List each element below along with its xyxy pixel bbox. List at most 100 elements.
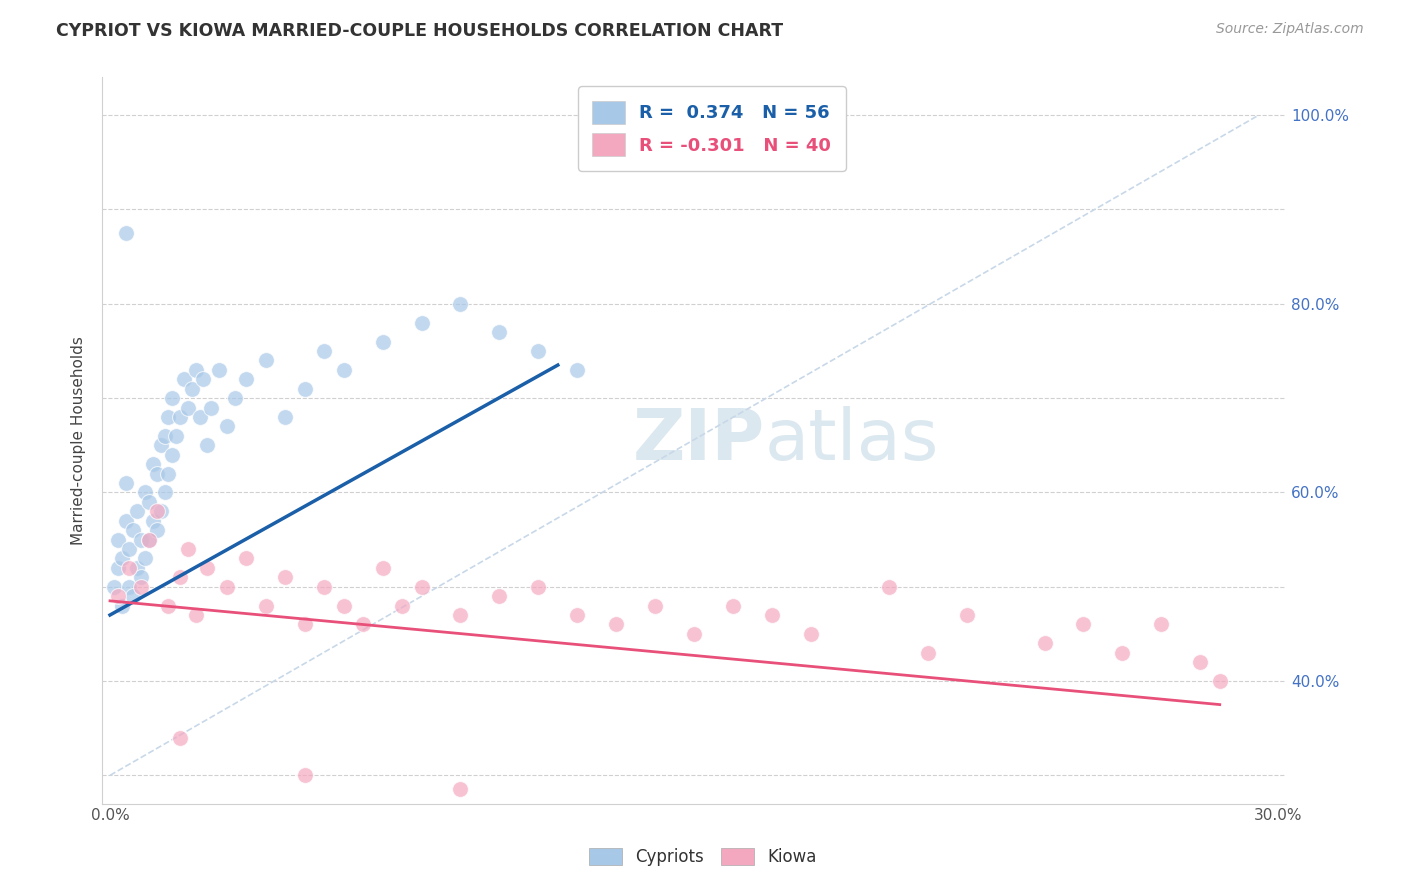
Point: [332, 599, 354, 613]
Point: [145, 467, 167, 481]
Point: [165, 429, 187, 443]
Point: [208, 363, 231, 377]
Point: [180, 382, 202, 396]
Point: [134, 485, 156, 500]
Point: [449, 782, 471, 797]
Point: [114, 475, 136, 490]
Point: [683, 627, 706, 641]
Point: [1189, 655, 1212, 669]
Point: [332, 363, 354, 377]
Point: [235, 372, 257, 386]
Point: [153, 485, 176, 500]
Point: [567, 363, 589, 377]
Point: [157, 409, 180, 424]
Point: [193, 372, 215, 386]
Point: [177, 401, 200, 415]
Point: [118, 580, 141, 594]
Point: [118, 561, 141, 575]
Point: [877, 580, 900, 594]
Point: [122, 589, 145, 603]
Point: [254, 353, 277, 368]
Point: [644, 599, 666, 613]
Text: Source: ZipAtlas.com: Source: ZipAtlas.com: [1216, 22, 1364, 37]
Point: [145, 523, 167, 537]
Point: [111, 551, 134, 566]
Point: [195, 561, 218, 575]
Point: [352, 617, 374, 632]
Point: [800, 627, 823, 641]
Point: [449, 297, 471, 311]
Point: [111, 599, 134, 613]
Point: [1111, 646, 1133, 660]
Point: [114, 514, 136, 528]
Point: [488, 325, 510, 339]
Point: [224, 391, 246, 405]
Point: [294, 382, 316, 396]
Point: [157, 467, 180, 481]
Point: [215, 580, 238, 594]
Point: [149, 504, 172, 518]
Point: [254, 599, 277, 613]
Point: [235, 551, 257, 566]
Point: [142, 514, 165, 528]
Point: [215, 419, 238, 434]
Point: [274, 409, 297, 424]
Point: [114, 226, 136, 240]
Point: [761, 607, 783, 622]
Point: [138, 533, 160, 547]
Point: [371, 334, 394, 349]
Point: [142, 457, 165, 471]
Point: [449, 607, 471, 622]
Point: [200, 401, 222, 415]
Point: [145, 504, 167, 518]
Point: [129, 570, 152, 584]
Point: [169, 570, 191, 584]
Point: [138, 533, 160, 547]
Point: [294, 617, 316, 632]
Point: [391, 599, 413, 613]
Point: [1033, 636, 1056, 650]
Point: [173, 372, 195, 386]
Point: [127, 504, 149, 518]
Point: [294, 768, 316, 782]
Text: atlas: atlas: [765, 406, 939, 475]
Point: [107, 561, 129, 575]
Point: [605, 617, 627, 632]
Point: [721, 599, 744, 613]
Point: [162, 448, 184, 462]
Text: ZIP: ZIP: [633, 406, 765, 475]
Point: [184, 607, 207, 622]
Point: [169, 731, 191, 745]
Point: [103, 580, 125, 594]
Point: [411, 316, 433, 330]
Point: [567, 607, 589, 622]
Point: [118, 541, 141, 556]
Point: [314, 343, 336, 358]
Point: [157, 599, 180, 613]
Point: [169, 409, 191, 424]
Point: [1209, 673, 1232, 688]
Point: [956, 607, 979, 622]
Point: [127, 561, 149, 575]
Point: [274, 570, 297, 584]
Point: [162, 391, 184, 405]
Point: [527, 580, 550, 594]
Point: [134, 551, 156, 566]
Point: [917, 646, 939, 660]
Point: [129, 533, 152, 547]
Point: [314, 580, 336, 594]
Point: [488, 589, 510, 603]
Point: [129, 580, 152, 594]
Legend: R =  0.374   N = 56, R = -0.301   N = 40: R = 0.374 N = 56, R = -0.301 N = 40: [578, 87, 845, 170]
Point: [527, 343, 550, 358]
Point: [153, 429, 176, 443]
Point: [188, 409, 211, 424]
Point: [184, 363, 207, 377]
Point: [149, 438, 172, 452]
Point: [1073, 617, 1095, 632]
Point: [122, 523, 145, 537]
Point: [411, 580, 433, 594]
Point: [371, 561, 394, 575]
Text: CYPRIOT VS KIOWA MARRIED-COUPLE HOUSEHOLDS CORRELATION CHART: CYPRIOT VS KIOWA MARRIED-COUPLE HOUSEHOL…: [56, 22, 783, 40]
Point: [107, 589, 129, 603]
